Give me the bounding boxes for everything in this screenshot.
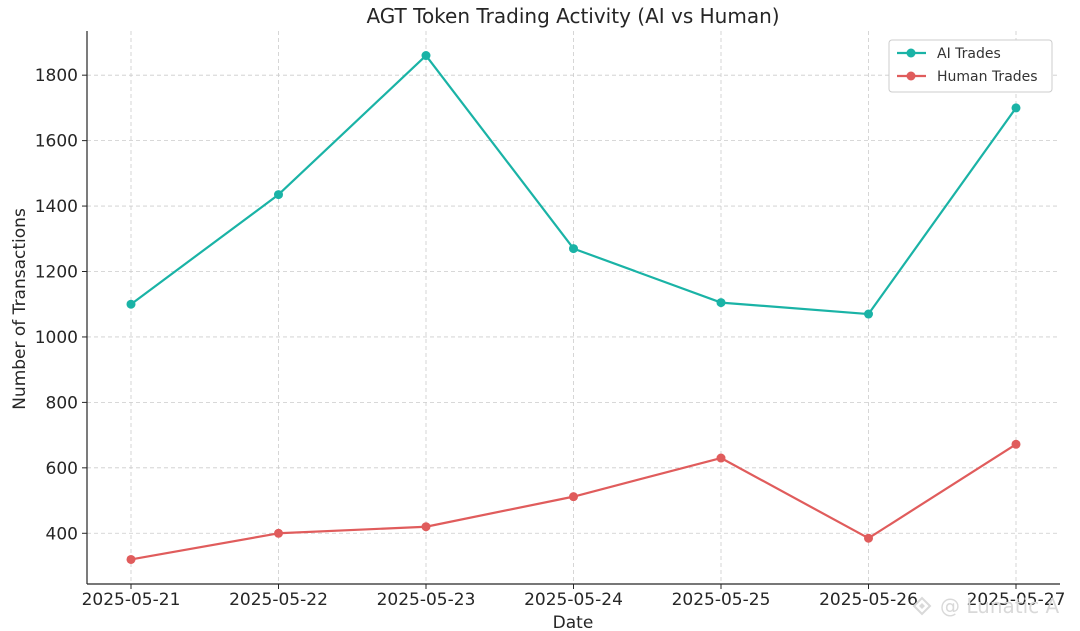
x-ticks: 2025-05-21 2025-05-22 2025-05-23 2025-05-24… <box>82 584 1066 610</box>
data-point <box>569 244 578 254</box>
series-0 <box>126 51 1021 319</box>
legend: AI Trades Human Trades <box>888 39 1053 93</box>
x-tick-label: 2025-05-22 <box>229 590 328 610</box>
data-point <box>421 51 431 61</box>
watermark: @ Lunatic A <box>912 594 1060 618</box>
y-tick-label: 1400 <box>35 197 78 217</box>
data-point <box>274 190 283 200</box>
data-point <box>716 453 726 463</box>
y-tick-label: 1200 <box>35 263 78 283</box>
watermark-text: @ Lunatic A <box>940 594 1060 618</box>
legend-swatch-marker <box>906 71 916 81</box>
legend-label: AI Trades <box>937 46 1001 62</box>
data-point <box>864 309 873 319</box>
y-tick-label: 1600 <box>35 132 78 152</box>
data-point <box>126 299 136 309</box>
series <box>126 51 1021 564</box>
x-tick-label: 2025-05-21 <box>82 590 181 610</box>
x-tick-label: 2025-05-24 <box>524 590 623 610</box>
data-point <box>1011 439 1021 449</box>
grid <box>87 31 1060 584</box>
y-tick-label: 800 <box>46 393 78 413</box>
y-tick-label: 600 <box>46 459 78 479</box>
y-axis-label: Number of Transactions <box>10 208 30 410</box>
data-point <box>716 298 726 308</box>
logo-icon <box>912 596 932 616</box>
y-ticks: 400 600 800 1000 1200 1400 1600 1800 <box>35 66 87 544</box>
x-tick-label: 2025-05-25 <box>672 590 771 610</box>
data-point <box>126 554 136 564</box>
data-point <box>421 522 431 532</box>
y-tick-label: 1000 <box>35 328 78 348</box>
x-tick-label: 2025-05-26 <box>819 590 918 610</box>
data-point <box>864 533 873 543</box>
x-tick-label: 2025-05-23 <box>377 590 476 610</box>
y-tick-label: 1800 <box>35 66 78 86</box>
x-axis-label: Date <box>553 613 594 631</box>
data-point <box>274 528 283 538</box>
series-1 <box>126 439 1021 564</box>
legend-box <box>888 39 1053 93</box>
legend-label: Human Trades <box>937 69 1038 85</box>
data-point <box>1011 103 1021 113</box>
x-tick-label: 2025-05-27 <box>967 590 1066 610</box>
data-point <box>569 492 578 502</box>
legend-swatch-marker <box>906 48 916 58</box>
chart-title: AGT Token Trading Activity (AI vs Human) <box>366 4 779 28</box>
y-tick-label: 400 <box>46 524 78 544</box>
